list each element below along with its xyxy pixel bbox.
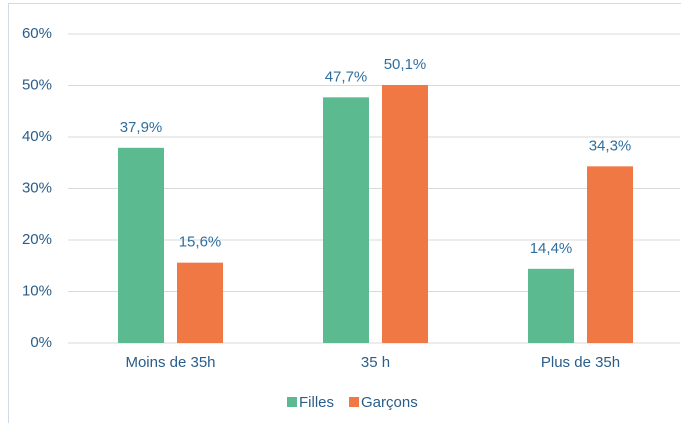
legend-swatch — [287, 397, 297, 407]
bar — [528, 268, 574, 343]
y-tick-label: 0% — [30, 334, 52, 351]
value-label: 34,3% — [589, 137, 632, 154]
value-label: 47,7% — [325, 68, 368, 85]
legend-swatch — [349, 397, 360, 407]
y-tick-label: 50% — [22, 76, 52, 93]
x-tick-label: Moins de 35h — [125, 354, 215, 371]
legend-label: Filles — [299, 394, 334, 411]
value-label: 14,4% — [530, 240, 573, 257]
value-label: 15,6% — [179, 234, 222, 251]
bar — [323, 97, 369, 343]
legend-label: Garçons — [361, 394, 418, 411]
x-tick-label: 35 h — [361, 354, 390, 371]
y-tick-label: 60% — [22, 25, 52, 42]
y-tick-label: 20% — [22, 231, 52, 248]
bar — [177, 262, 223, 343]
y-tick-label: 10% — [22, 282, 52, 299]
chart-border — [8, 3, 681, 423]
y-tick-label: 40% — [22, 128, 52, 145]
value-label: 37,9% — [120, 119, 163, 136]
value-label: 50,1% — [384, 56, 427, 73]
bar — [587, 166, 633, 343]
bar — [118, 147, 164, 343]
bar — [382, 84, 428, 344]
y-tick-label: 30% — [22, 179, 52, 196]
x-tick-label: Plus de 35h — [541, 354, 620, 371]
